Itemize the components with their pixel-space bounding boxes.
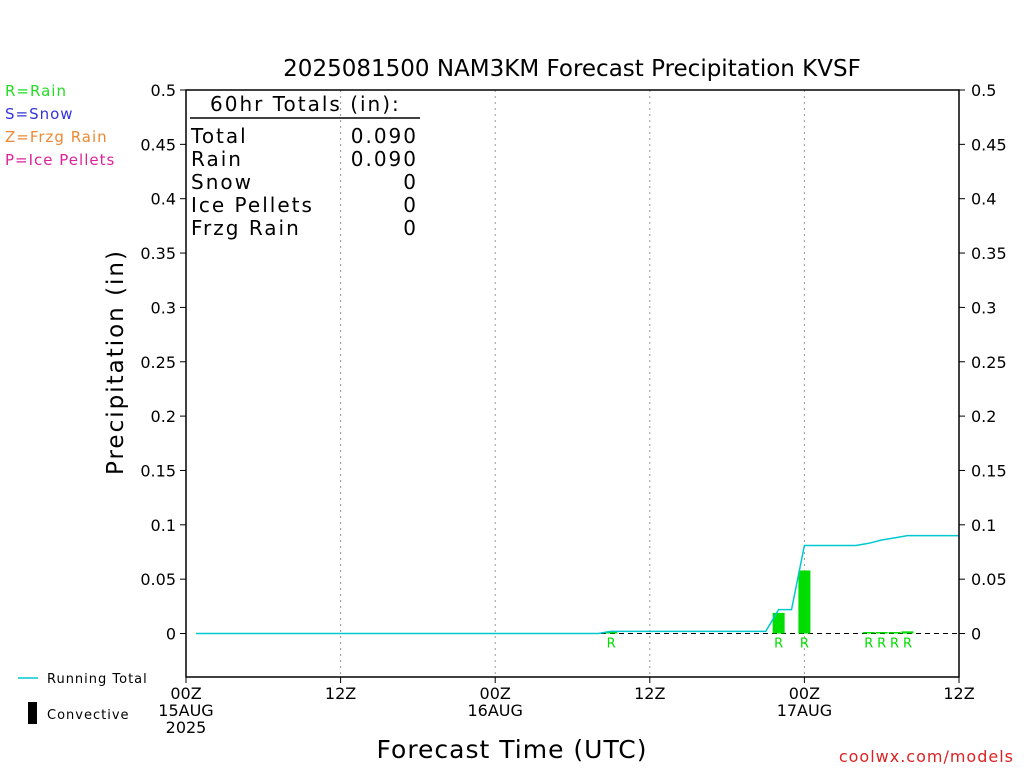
series-legend: Running Total Convective xyxy=(18,672,148,724)
x-axis-label: Forecast Time (UTC) xyxy=(377,735,648,764)
totals-row-value: 0 xyxy=(403,193,418,217)
y-left-tick-label: 0.25 xyxy=(140,353,176,372)
series-legend-label: Convective xyxy=(47,708,130,723)
x-tick-label: 15AUG xyxy=(158,701,213,720)
totals-row-label: Rain xyxy=(191,147,243,171)
y-left-tick-label: 0.45 xyxy=(140,135,176,154)
totals-row-value: 0 xyxy=(403,216,418,240)
y-right-tick-label: 0.45 xyxy=(971,135,1007,154)
chart-title: 2025081500 NAM3KM Forecast Precipitation… xyxy=(283,56,861,82)
precip-bars xyxy=(605,570,914,634)
bar-type-label-3: R xyxy=(864,637,873,652)
precip-bar-6 xyxy=(901,631,914,634)
precip-type-legend: R=Rain S=Snow Z=Frzg Rain P=Ice Pellets xyxy=(5,82,115,169)
y-right-tick-label: 0.3 xyxy=(971,298,996,317)
series-legend-label: Running Total xyxy=(47,672,148,687)
y-left-tick-label: 0.2 xyxy=(151,407,176,426)
y-axis-left: 0 0.05 0.1 0.15 0.2 0.25 0.3 0.35 0.4 0.45 0.5 xyxy=(140,81,186,644)
precip-type-legend-item: R=Rain xyxy=(5,82,67,100)
y-right-tick-label: 0.2 xyxy=(971,407,996,426)
totals-row-label: Total xyxy=(190,124,248,148)
y-left-tick-label: 0.35 xyxy=(140,244,176,263)
convective-legend-swatch xyxy=(28,702,37,724)
bar-type-label-6: R xyxy=(903,637,912,652)
bar-type-label-5: R xyxy=(890,637,899,652)
y-left-tick-label: 0.5 xyxy=(151,81,176,100)
y-left-tick-label: 0.15 xyxy=(140,461,176,480)
grid-lines xyxy=(340,90,805,677)
y-left-tick-label: 0.1 xyxy=(151,516,176,535)
totals-row-value: 0.090 xyxy=(351,124,418,148)
x-tick-label: 12Z xyxy=(634,684,665,703)
precip-bar-1 xyxy=(772,612,785,634)
y-right-tick-label: 0.05 xyxy=(971,570,1007,589)
totals-header: 60hr Totals (in): xyxy=(210,92,401,116)
plot-background xyxy=(186,90,959,677)
plot-frame xyxy=(185,89,960,678)
totals-row-value: 0 xyxy=(403,170,418,194)
y-right-tick-label: 0.25 xyxy=(971,353,1007,372)
x-tick-label: 00Z xyxy=(170,684,201,703)
bar-type-label-2: R xyxy=(800,637,809,652)
bar-type-label-4: R xyxy=(877,637,886,652)
y-axis-right: 0 0.05 0.1 0.15 0.2 0.25 0.3 0.35 0.4 0.45 0.5 xyxy=(959,81,1007,644)
y-right-tick-label: 0 xyxy=(971,625,981,644)
y-axis-label: Precipitation (in) xyxy=(103,249,129,475)
bar-type-label-0: R xyxy=(607,637,616,652)
site-credit: coolwx.com/models xyxy=(839,747,1014,766)
y-left-tick-label: 0.05 xyxy=(140,570,176,589)
precip-type-legend-item: Z=Frzg Rain xyxy=(5,128,108,146)
x-tick-label: 17AUG xyxy=(777,701,832,720)
precip-bar-3 xyxy=(862,632,875,634)
precip-bar-4 xyxy=(875,632,888,634)
y-right-tick-label: 0.4 xyxy=(971,190,996,209)
y-right-tick-label: 0.1 xyxy=(971,516,996,535)
y-left-tick-label: 0.4 xyxy=(151,190,176,209)
precip-bar-2 xyxy=(798,570,811,634)
totals-box: 60hr Totals (in): Total 0.090 Rain 0.090 Snow… xyxy=(190,92,420,240)
y-right-tick-label: 0.35 xyxy=(971,244,1007,263)
y-right-tick-label: 0.5 xyxy=(971,81,996,100)
running-total-line xyxy=(196,534,959,635)
precip-type-legend-item: S=Snow xyxy=(5,105,74,123)
precip-type-legend-item: P=Ice Pellets xyxy=(5,151,115,169)
x-tick-label: 12Z xyxy=(943,684,974,703)
y-left-tick-label: 0.3 xyxy=(151,298,176,317)
precip-bar-0 xyxy=(605,631,618,634)
y-right-tick-label: 0.15 xyxy=(971,461,1007,480)
x-tick-label: 00Z xyxy=(789,684,820,703)
x-tick-label: 2025 xyxy=(166,718,207,737)
precip-bar-5 xyxy=(888,632,901,634)
totals-row-label: Ice Pellets xyxy=(191,193,314,217)
x-tick-label: 16AUG xyxy=(467,701,522,720)
x-tick-label: 12Z xyxy=(325,684,356,703)
totals-row-label: Frzg Rain xyxy=(191,216,301,240)
totals-row-value: 0.090 xyxy=(351,147,418,171)
totals-row-label: Snow xyxy=(191,170,253,194)
bar-type-label-1: R xyxy=(774,637,783,652)
x-tick-label: 00Z xyxy=(480,684,511,703)
y-left-tick-label: 0 xyxy=(166,625,176,644)
